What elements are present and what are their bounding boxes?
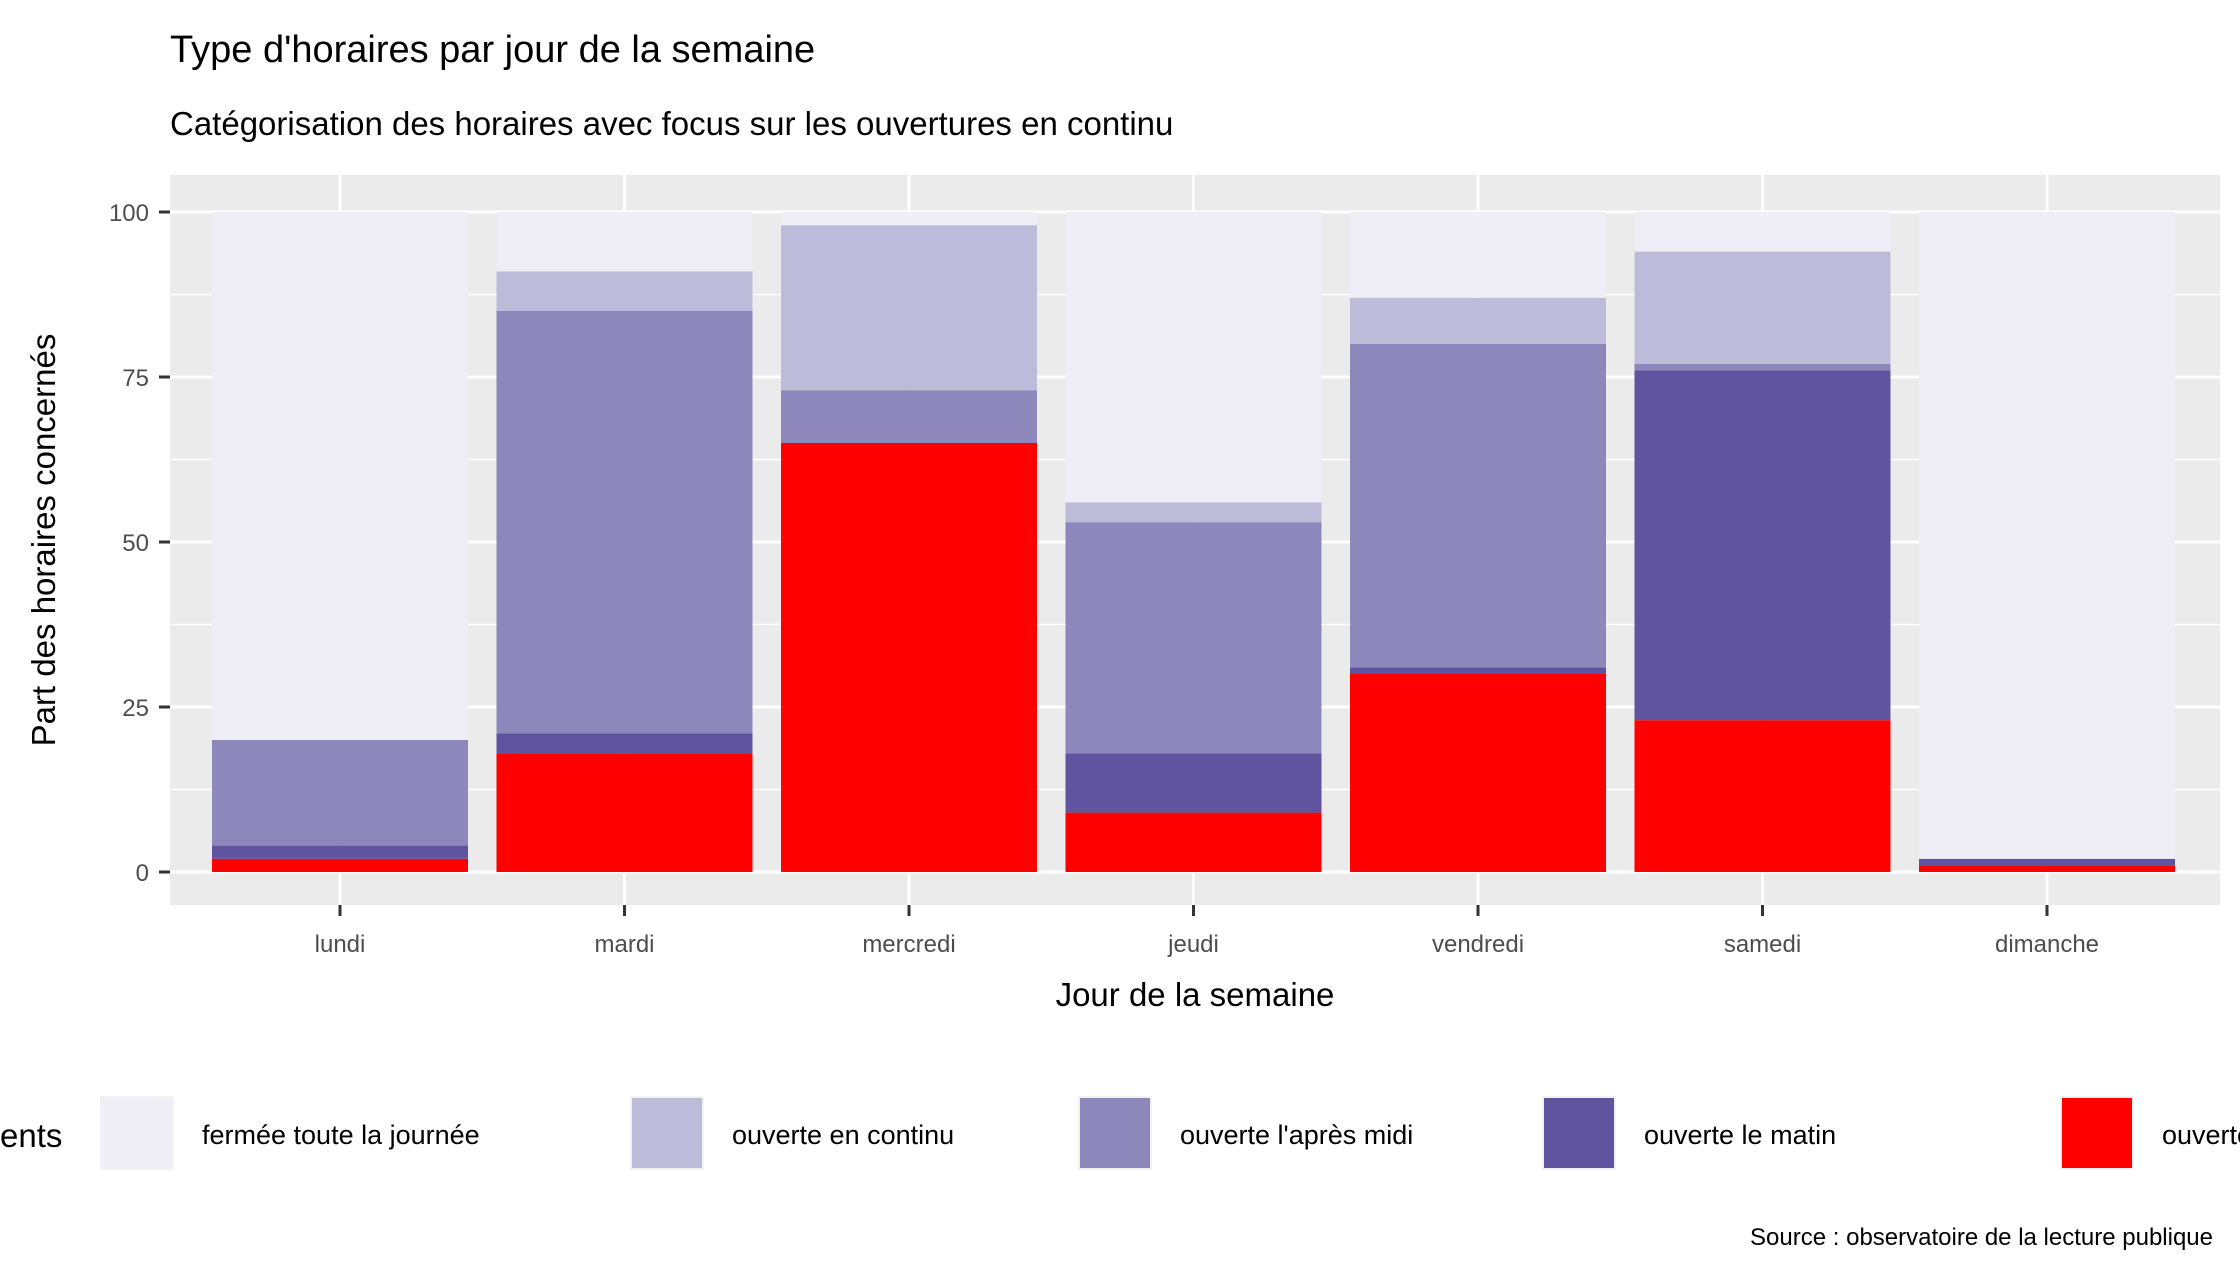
legend-swatch (102, 1098, 172, 1168)
y-tick-label: 0 (136, 860, 149, 887)
bar-segment (1919, 212, 2175, 859)
chart-subtitle: Catégorisation des horaires avec focus s… (170, 105, 1173, 142)
x-tick-label: mardi (594, 931, 654, 958)
bar-segment (212, 740, 468, 846)
bar-segment (1350, 674, 1606, 872)
bar-segment (496, 212, 753, 272)
x-axis: lundi mardi mercredi jeudi vendredi samedi dim… (315, 905, 2099, 958)
y-tick-label: 100 (109, 200, 149, 227)
bar-segment (1065, 502, 1322, 523)
bar-segment (1065, 522, 1322, 754)
bar-segment (1634, 251, 1891, 364)
bar-segment (1919, 858, 2175, 866)
x-tick-label: jeudi (1167, 931, 1219, 958)
legend-label: fermée toute la journée (202, 1120, 480, 1150)
y-axis-title: Part des horaires concernés (25, 334, 62, 747)
bar-segment (496, 271, 753, 311)
legend-label: ouverte l'après midi (1180, 1120, 1413, 1150)
y-tick-label: 75 (122, 365, 149, 392)
bar-segment (496, 753, 753, 872)
bar-segment (212, 858, 468, 872)
bar-segment (1634, 212, 1891, 252)
bar-segment (1634, 363, 1891, 371)
legend-label: ouverte le matin (1644, 1120, 1836, 1150)
bar-segment (212, 845, 468, 859)
bar-segment (496, 733, 753, 754)
bar-segment (1065, 212, 1322, 503)
x-tick-label: dimanche (1995, 931, 2099, 958)
bar-segment (1919, 865, 2175, 872)
x-axis-title: Jour de la semaine (1056, 976, 1335, 1013)
bar-segment (1350, 212, 1606, 298)
legend-label: ouverte en continu (732, 1120, 954, 1150)
bar-segment (781, 390, 1037, 443)
y-tick-label: 50 (122, 530, 149, 557)
legend-swatch (1544, 1098, 1614, 1168)
bar-segment (781, 212, 1037, 226)
x-tick-label: lundi (315, 931, 366, 958)
legend-swatch (632, 1098, 702, 1168)
legend-label: ouverte le m (2162, 1120, 2240, 1150)
chart-caption: Source : observatoire de la lecture publ… (1750, 1224, 2213, 1251)
bar-segment (1350, 344, 1606, 668)
bar-segment (212, 212, 468, 740)
legend-swatch (2062, 1098, 2132, 1168)
bar-segment (781, 225, 1037, 391)
bar-segment (1065, 753, 1322, 813)
y-tick-label: 25 (122, 695, 149, 722)
x-tick-label: mercredi (862, 931, 955, 958)
x-tick-label: vendredi (1432, 931, 1524, 958)
legend-swatch (1080, 1098, 1150, 1168)
bar-segment (1634, 720, 1891, 872)
bar-segment (781, 443, 1037, 872)
bar-segment (1350, 297, 1606, 344)
bar-segment (1350, 667, 1606, 674)
bar-segment (1065, 812, 1322, 872)
chart-title: Type d'horaires par jour de la semaine (170, 29, 815, 71)
bar-segment (496, 311, 753, 734)
x-tick-label: samedi (1724, 931, 1801, 958)
legend-title: ents (0, 1117, 62, 1154)
bars (212, 212, 2175, 872)
legend: ents fermée toute la journée ouverte en c… (0, 1096, 2240, 1170)
bar-segment (1634, 370, 1891, 721)
y-axis: 0 25 50 75 100 (109, 200, 170, 887)
